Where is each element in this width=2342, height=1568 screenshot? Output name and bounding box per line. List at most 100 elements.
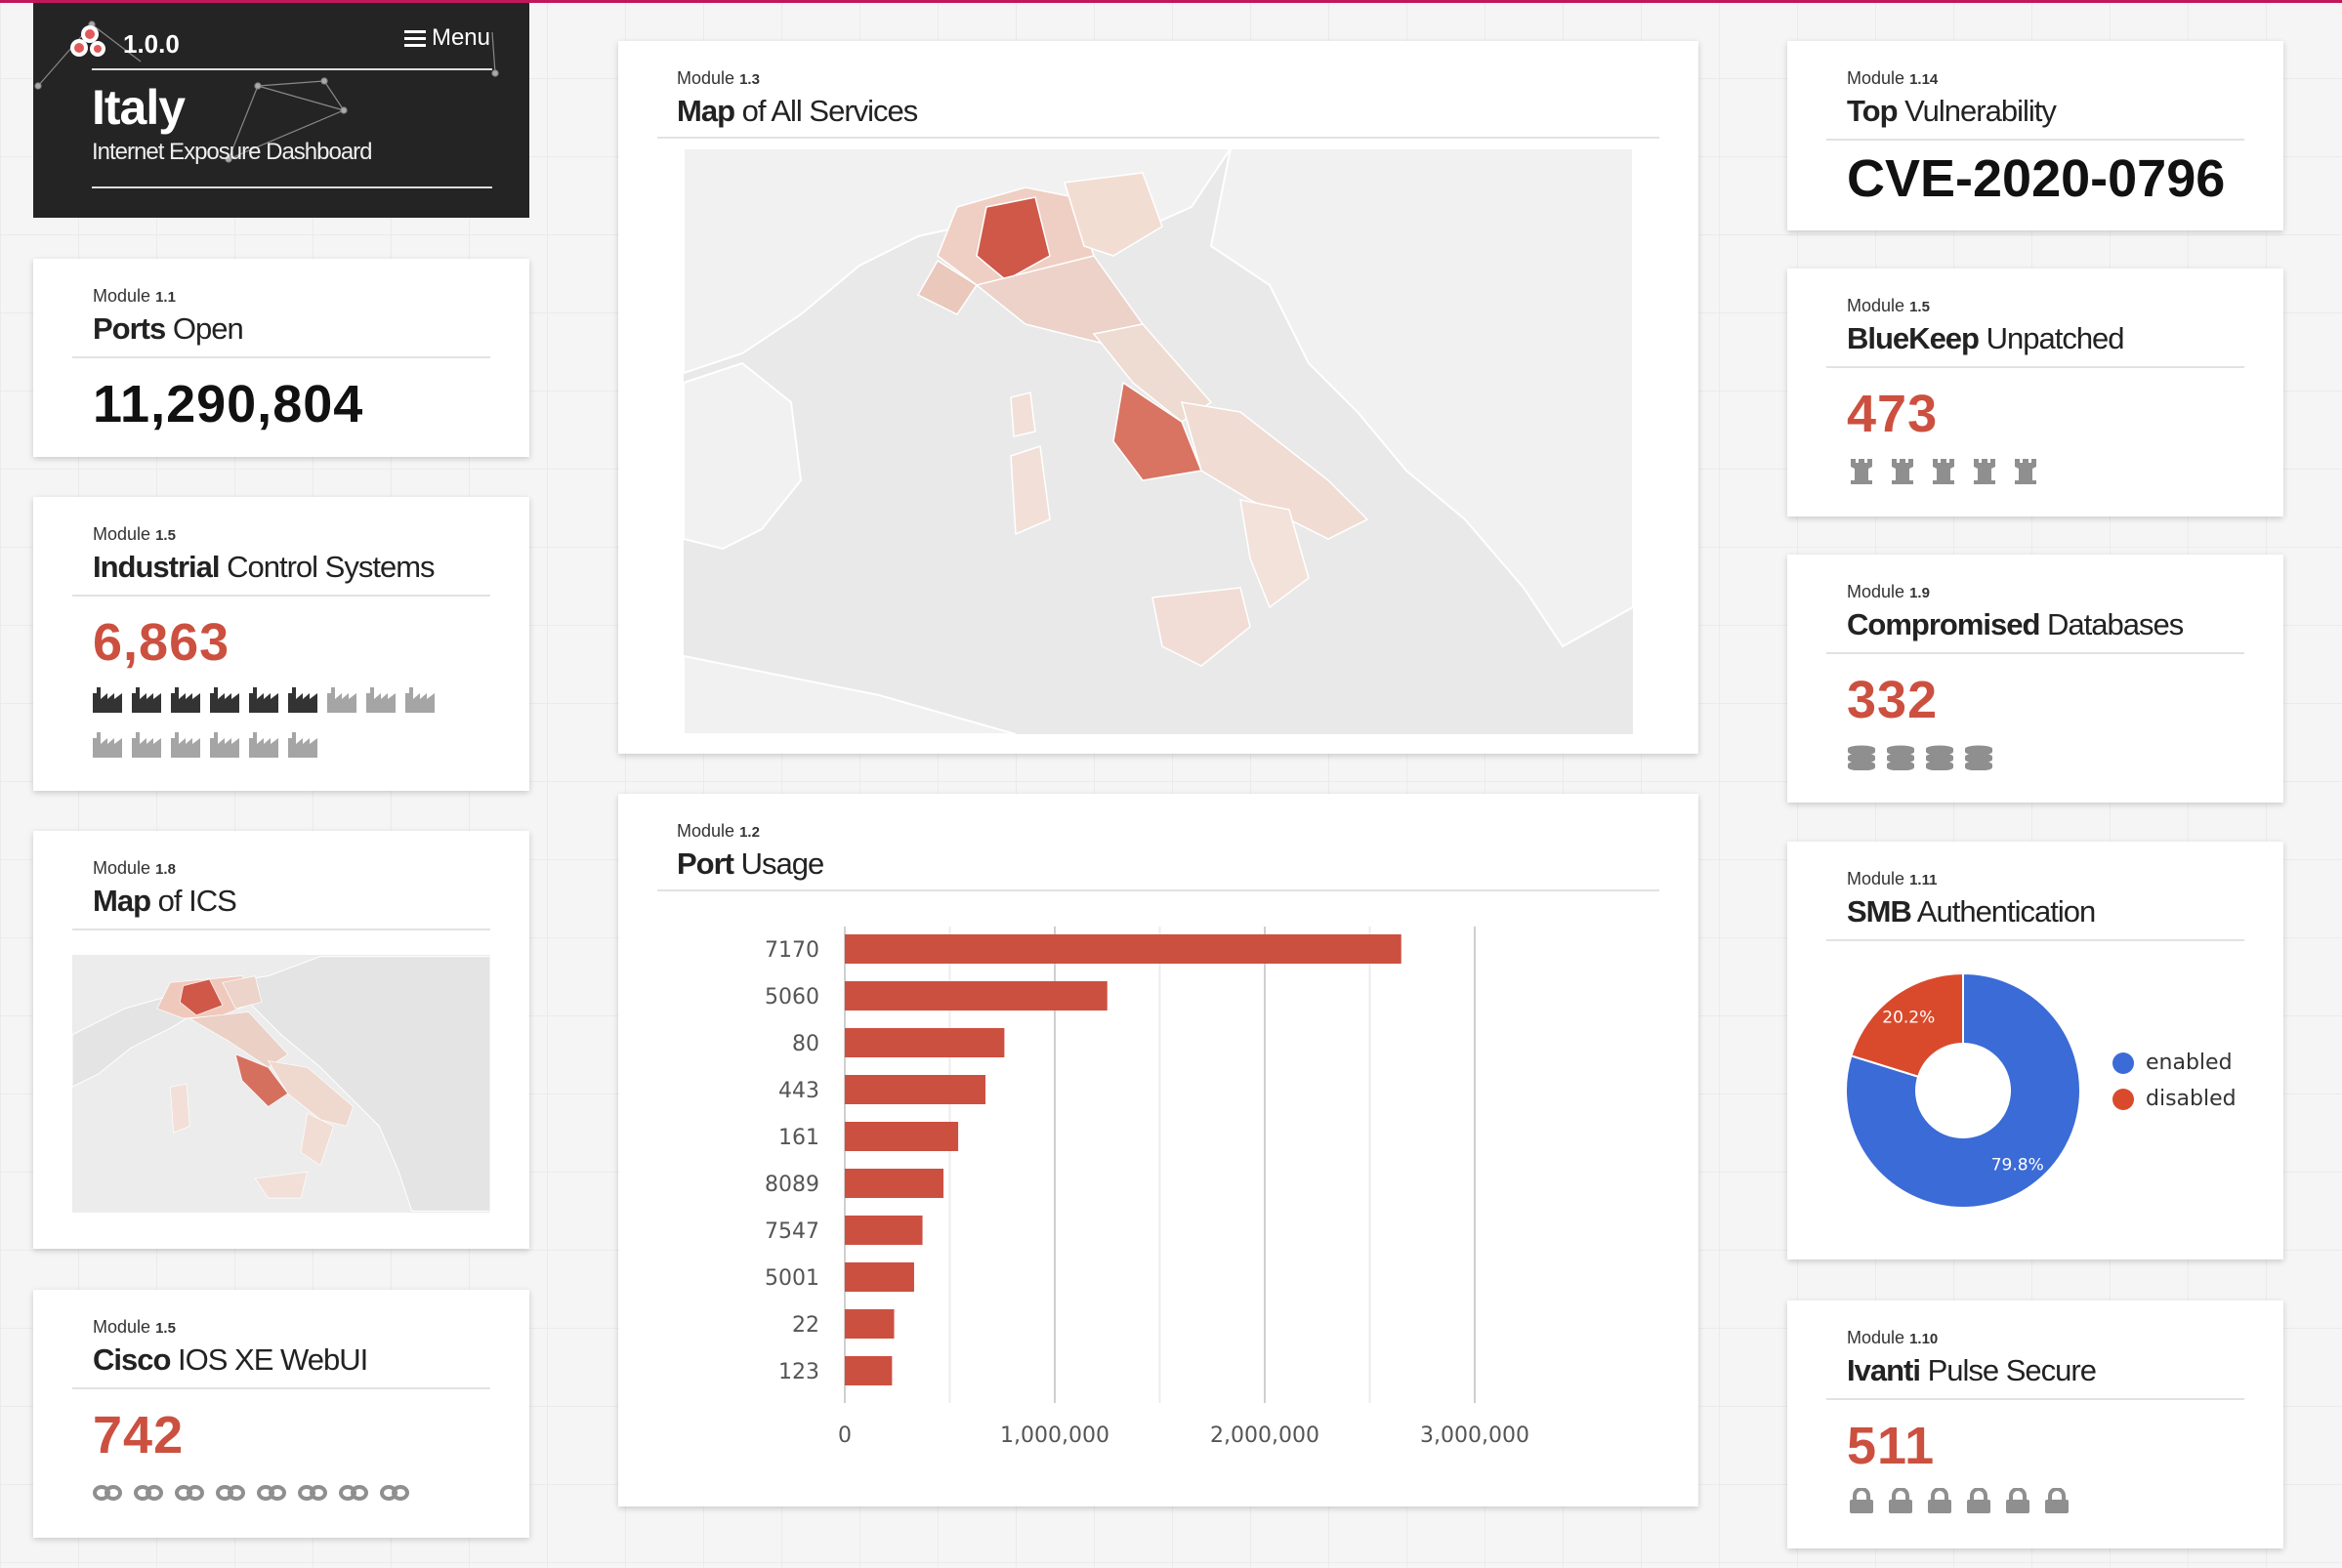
link-icon — [93, 1485, 122, 1501]
factory-icon — [93, 687, 122, 713]
factory-icon — [210, 687, 239, 713]
module-compromised-databases: Module 1.9 Compromised Databases 332 — [1787, 555, 2283, 803]
module-title: Port Usage — [677, 846, 824, 881]
legend-label: disabled — [2146, 1087, 2237, 1111]
version-label: 1.0.0 — [123, 29, 180, 59]
lock-icon — [2045, 1488, 2069, 1513]
module-label: Module 1.8 — [93, 858, 176, 878]
bar-port-22[interactable] — [845, 1309, 895, 1339]
ics-map[interactable] — [72, 955, 490, 1213]
factory-icon — [327, 687, 356, 713]
smb-legend: enabled disabled — [2112, 1051, 2237, 1123]
link-icon — [134, 1485, 163, 1501]
module-divider — [1826, 139, 2244, 141]
module-cisco-ios-xe: Module 1.5 Cisco IOS XE WebUI 742 — [33, 1290, 529, 1538]
link-icon — [339, 1485, 368, 1501]
y-tick-label: 7547 — [765, 1219, 819, 1244]
module-divider — [1826, 652, 2244, 654]
x-tick-label: 2,000,000 — [1210, 1424, 1319, 1448]
bar-port-161[interactable] — [845, 1122, 959, 1151]
module-label: Module 1.5 — [93, 1317, 176, 1337]
link-icon — [257, 1485, 286, 1501]
services-map[interactable] — [684, 148, 1633, 734]
module-divider — [72, 928, 490, 930]
y-tick-label: 161 — [778, 1126, 819, 1150]
tower-icon — [2015, 459, 2036, 484]
tower-icon — [1892, 459, 1913, 484]
slice-label: 79.8% — [1991, 1156, 2044, 1176]
module-divider — [1826, 939, 2244, 941]
y-tick-label: 80 — [792, 1032, 819, 1056]
header-divider — [92, 186, 492, 188]
ivanti-value: 511 — [1847, 1417, 1936, 1475]
bluekeep-value: 473 — [1847, 385, 1939, 443]
legend-item-disabled[interactable]: disabled — [2112, 1087, 2237, 1111]
dashboard-header: 1.0.0 Menu Italy Internet Exposure Dashb… — [33, 3, 529, 218]
bar-port-8089[interactable] — [845, 1169, 944, 1198]
module-title: Compromised Databases — [1847, 607, 2184, 641]
lock-icon-row — [1847, 1488, 2071, 1513]
x-tick-label: 1,000,000 — [1000, 1424, 1109, 1448]
database-icon — [1848, 745, 1875, 770]
bar-port-7547[interactable] — [845, 1216, 923, 1245]
module-title: SMB Authentication — [1847, 894, 2096, 928]
factory-icon-row — [93, 687, 464, 758]
smb-donut-chart: 79.8% 20.2% — [1845, 971, 2081, 1209]
lock-icon — [2006, 1488, 2029, 1513]
link-icon — [298, 1485, 327, 1501]
factory-icon — [171, 687, 200, 713]
module-bluekeep-unpatched: Module 1.5 BlueKeep Unpatched 473 — [1787, 268, 2283, 516]
tower-icon — [1933, 459, 1954, 484]
legend-item-enabled[interactable]: enabled — [2112, 1051, 2237, 1075]
hamburger-icon — [403, 30, 426, 47]
module-ports-open: Module 1.1 Ports Open 11,290,804 — [33, 259, 529, 457]
module-label: Module 1.3 — [677, 68, 760, 88]
bar-port-5001[interactable] — [845, 1262, 914, 1292]
database-icon — [1887, 745, 1914, 770]
menu-button[interactable]: Menu — [403, 24, 490, 52]
factory-icon — [405, 687, 435, 713]
module-label: Module 1.14 — [1847, 68, 1939, 88]
compromised-db-value: 332 — [1847, 671, 1939, 729]
legend-label: enabled — [2146, 1051, 2233, 1075]
module-divider — [1826, 366, 2244, 368]
module-title: Ports Open — [93, 311, 244, 346]
ports-open-value: 11,290,804 — [93, 375, 364, 433]
module-map-of-ics: Module 1.8 Map of ICS — [33, 831, 529, 1249]
module-title: Ivanti Pulse Secure — [1847, 1353, 2097, 1387]
tower-icon-row — [1847, 459, 2040, 484]
bar-port-80[interactable] — [845, 1028, 1005, 1057]
module-label: Module 1.10 — [1847, 1328, 1939, 1347]
module-industrial-control-systems: Module 1.5 Industrial Control Systems 6,… — [33, 497, 529, 791]
slice-enabled[interactable] — [1845, 971, 2081, 1209]
top-vulnerability-value[interactable]: CVE-2020-0796 — [1847, 149, 2226, 208]
module-port-usage: Module 1.2 Port Usage 7170 5060 80 443 161 80… — [618, 794, 1698, 1506]
bar-port-7170[interactable] — [845, 934, 1401, 964]
module-label: Module 1.2 — [677, 821, 760, 841]
module-label: Module 1.1 — [93, 286, 176, 306]
database-icon — [1926, 745, 1953, 770]
database-icon-row — [1847, 745, 1993, 770]
factory-icon — [132, 732, 161, 758]
slice-label: 20.2% — [1882, 1008, 1935, 1027]
bar-port-443[interactable] — [845, 1075, 986, 1104]
tower-icon — [1851, 459, 1872, 484]
y-tick-label: 22 — [792, 1313, 819, 1338]
module-map-of-all-services: Module 1.3 Map of All Services — [618, 41, 1698, 754]
module-label: Module 1.5 — [1847, 296, 1930, 315]
lock-icon — [1850, 1488, 1873, 1513]
factory-icon — [171, 732, 200, 758]
header-divider — [92, 68, 492, 70]
module-divider — [72, 595, 490, 597]
lock-icon — [1967, 1488, 1990, 1513]
ics-value: 6,863 — [93, 613, 230, 672]
link-icon — [380, 1485, 409, 1501]
y-tick-label: 5060 — [765, 985, 819, 1010]
y-tick-label: 123 — [778, 1360, 819, 1384]
lock-icon — [1928, 1488, 1951, 1513]
module-title: Cisco IOS XE WebUI — [93, 1342, 368, 1377]
factory-icon — [93, 732, 122, 758]
slice-disabled[interactable] — [1850, 971, 1964, 1078]
bar-port-5060[interactable] — [845, 981, 1108, 1011]
bar-port-123[interactable] — [845, 1356, 893, 1385]
